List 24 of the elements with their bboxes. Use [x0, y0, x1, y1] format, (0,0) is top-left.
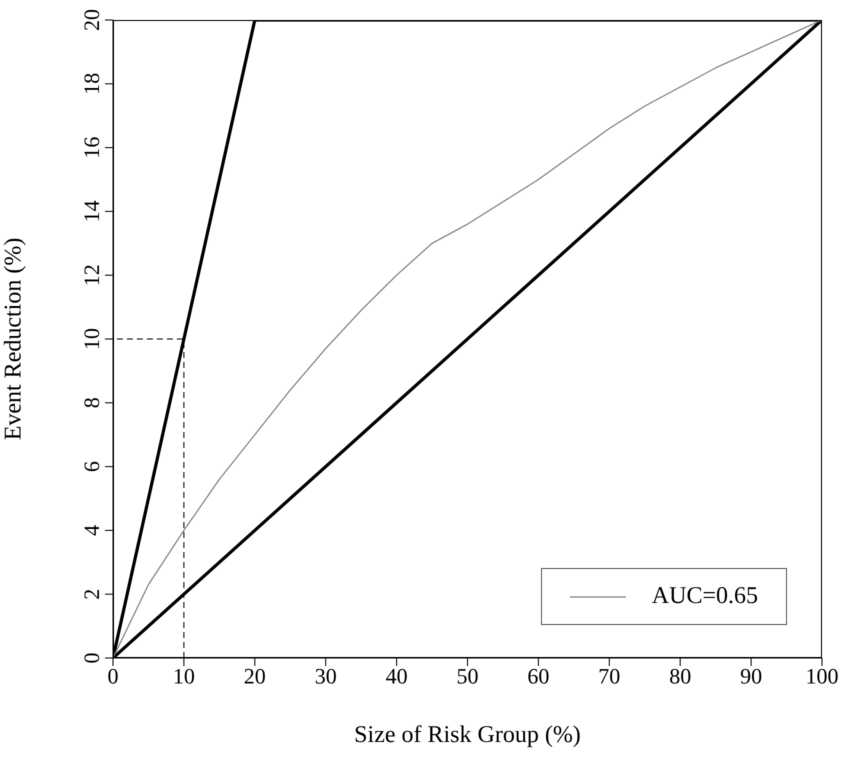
y-tick-label: 20	[79, 9, 104, 31]
y-axis-title: Event Reduction (%)	[0, 238, 27, 440]
x-tick-label: 20	[244, 664, 266, 689]
y-tick-label: 8	[79, 397, 104, 408]
x-axis-title: Size of Risk Group (%)	[354, 722, 581, 748]
x-tick-label: 90	[740, 664, 762, 689]
y-tick-label: 0	[79, 652, 104, 664]
x-tick-label: 50	[456, 664, 478, 689]
x-tick-label: 70	[598, 664, 620, 689]
y-tick-label: 18	[79, 72, 104, 95]
y-tick-label: 6	[79, 461, 104, 472]
y-tick-label: 12	[79, 264, 104, 286]
x-tick-label: 80	[669, 664, 692, 689]
x-tick-label: 10	[172, 664, 195, 689]
x-tick-label: 100	[806, 664, 838, 689]
y-tick-label: 10	[79, 328, 104, 350]
x-tick-label: 60	[527, 664, 550, 689]
y-tick-label: 16	[79, 136, 104, 159]
x-tick-label: 30	[314, 664, 337, 689]
y-tick-label: 2	[79, 588, 104, 600]
y-tick-label: 14	[79, 200, 104, 222]
legend-label: AUC=0.65	[652, 583, 758, 610]
x-tick-label: 40	[386, 664, 408, 689]
y-tick-label: 4	[79, 524, 104, 536]
